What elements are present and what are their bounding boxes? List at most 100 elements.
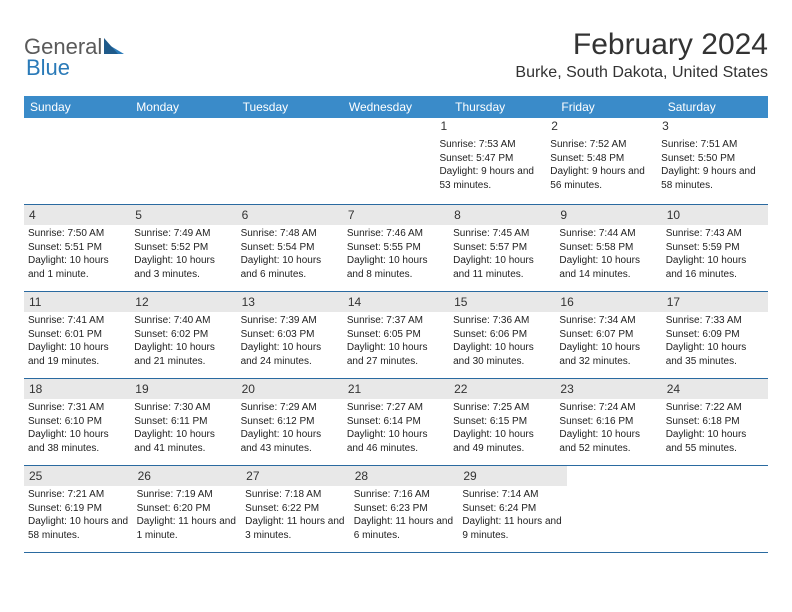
sunrise-text: Sunrise: 7:50 AM bbox=[28, 227, 126, 241]
day-number: 20 bbox=[237, 379, 343, 399]
daylight-text: Daylight: 10 hours and 19 minutes. bbox=[28, 341, 126, 368]
daylight-text: Daylight: 10 hours and 6 minutes. bbox=[241, 254, 339, 281]
day-cell: 23Sunrise: 7:24 AMSunset: 6:16 PMDayligh… bbox=[555, 379, 661, 465]
sunset-text: Sunset: 6:03 PM bbox=[241, 328, 339, 342]
daylight-text: Daylight: 10 hours and 1 minute. bbox=[28, 254, 126, 281]
daylight-text: Daylight: 10 hours and 27 minutes. bbox=[347, 341, 445, 368]
sunset-text: Sunset: 6:15 PM bbox=[453, 415, 551, 429]
sunset-text: Sunset: 6:05 PM bbox=[347, 328, 445, 342]
day-number: 15 bbox=[449, 292, 555, 312]
day-number: 1 bbox=[435, 118, 546, 136]
empty-day-cell bbox=[230, 118, 333, 204]
day-number: 21 bbox=[343, 379, 449, 399]
day-number: 25 bbox=[24, 466, 133, 486]
day-number: 4 bbox=[24, 205, 130, 225]
day-number: 29 bbox=[458, 466, 567, 486]
day-number: 17 bbox=[662, 292, 768, 312]
daylight-text: Daylight: 11 hours and 3 minutes. bbox=[245, 515, 346, 542]
sunset-text: Sunset: 5:58 PM bbox=[559, 241, 657, 255]
day-cell: 18Sunrise: 7:31 AMSunset: 6:10 PMDayligh… bbox=[24, 379, 130, 465]
sunrise-text: Sunrise: 7:51 AM bbox=[661, 138, 764, 152]
daylight-text: Daylight: 10 hours and 46 minutes. bbox=[347, 428, 445, 455]
day-cell: 4Sunrise: 7:50 AMSunset: 5:51 PMDaylight… bbox=[24, 205, 130, 291]
weekday-header: Saturday bbox=[662, 96, 768, 118]
sunrise-text: Sunrise: 7:14 AM bbox=[462, 488, 563, 502]
sunrise-text: Sunrise: 7:36 AM bbox=[453, 314, 551, 328]
day-number: 10 bbox=[662, 205, 768, 225]
daylight-text: Daylight: 9 hours and 56 minutes. bbox=[550, 165, 653, 192]
day-cell: 20Sunrise: 7:29 AMSunset: 6:12 PMDayligh… bbox=[237, 379, 343, 465]
empty-day-cell bbox=[24, 118, 127, 204]
calendar: SundayMondayTuesdayWednesdayThursdayFrid… bbox=[24, 96, 768, 553]
sunset-text: Sunset: 6:01 PM bbox=[28, 328, 126, 342]
day-cell: 21Sunrise: 7:27 AMSunset: 6:14 PMDayligh… bbox=[343, 379, 449, 465]
sunset-text: Sunset: 6:06 PM bbox=[453, 328, 551, 342]
day-cell: 27Sunrise: 7:18 AMSunset: 6:22 PMDayligh… bbox=[241, 466, 350, 552]
day-number: 18 bbox=[24, 379, 130, 399]
day-cell: 22Sunrise: 7:25 AMSunset: 6:15 PMDayligh… bbox=[449, 379, 555, 465]
day-number: 8 bbox=[449, 205, 555, 225]
sunset-text: Sunset: 6:14 PM bbox=[347, 415, 445, 429]
sunset-text: Sunset: 5:52 PM bbox=[134, 241, 232, 255]
day-cell: 25Sunrise: 7:21 AMSunset: 6:19 PMDayligh… bbox=[24, 466, 133, 552]
daylight-text: Daylight: 10 hours and 32 minutes. bbox=[559, 341, 657, 368]
day-cell: 11Sunrise: 7:41 AMSunset: 6:01 PMDayligh… bbox=[24, 292, 130, 378]
daylight-text: Daylight: 10 hours and 49 minutes. bbox=[453, 428, 551, 455]
daylight-text: Daylight: 10 hours and 8 minutes. bbox=[347, 254, 445, 281]
day-number: 22 bbox=[449, 379, 555, 399]
sunrise-text: Sunrise: 7:49 AM bbox=[134, 227, 232, 241]
sunrise-text: Sunrise: 7:53 AM bbox=[439, 138, 542, 152]
day-number: 19 bbox=[130, 379, 236, 399]
daylight-text: Daylight: 10 hours and 55 minutes. bbox=[666, 428, 764, 455]
day-number: 2 bbox=[546, 118, 657, 136]
sunset-text: Sunset: 6:20 PM bbox=[137, 502, 238, 516]
weekday-header: Wednesday bbox=[343, 96, 449, 118]
empty-day-cell bbox=[667, 466, 768, 552]
sunrise-text: Sunrise: 7:43 AM bbox=[666, 227, 764, 241]
sunrise-text: Sunrise: 7:29 AM bbox=[241, 401, 339, 415]
day-number: 23 bbox=[555, 379, 661, 399]
daylight-text: Daylight: 11 hours and 1 minute. bbox=[137, 515, 238, 542]
day-number: 28 bbox=[350, 466, 459, 486]
daylight-text: Daylight: 10 hours and 11 minutes. bbox=[453, 254, 551, 281]
day-number: 11 bbox=[24, 292, 130, 312]
day-cell: 12Sunrise: 7:40 AMSunset: 6:02 PMDayligh… bbox=[130, 292, 236, 378]
empty-day-cell bbox=[127, 118, 230, 204]
weekday-header: Friday bbox=[555, 96, 661, 118]
daylight-text: Daylight: 9 hours and 58 minutes. bbox=[661, 165, 764, 192]
day-number: 9 bbox=[555, 205, 661, 225]
sunset-text: Sunset: 6:16 PM bbox=[559, 415, 657, 429]
day-cell: 6Sunrise: 7:48 AMSunset: 5:54 PMDaylight… bbox=[237, 205, 343, 291]
logo-triangle-icon bbox=[104, 34, 124, 60]
sunset-text: Sunset: 6:22 PM bbox=[245, 502, 346, 516]
day-cell: 19Sunrise: 7:30 AMSunset: 6:11 PMDayligh… bbox=[130, 379, 236, 465]
day-cell: 14Sunrise: 7:37 AMSunset: 6:05 PMDayligh… bbox=[343, 292, 449, 378]
day-cell: 3Sunrise: 7:51 AMSunset: 5:50 PMDaylight… bbox=[657, 118, 768, 204]
day-cell: 10Sunrise: 7:43 AMSunset: 5:59 PMDayligh… bbox=[662, 205, 768, 291]
header: General February 2024 Burke, South Dakot… bbox=[24, 28, 768, 82]
sunset-text: Sunset: 5:47 PM bbox=[439, 152, 542, 166]
sunrise-text: Sunrise: 7:39 AM bbox=[241, 314, 339, 328]
sunset-text: Sunset: 6:23 PM bbox=[354, 502, 455, 516]
day-number: 5 bbox=[130, 205, 236, 225]
daylight-text: Daylight: 11 hours and 6 minutes. bbox=[354, 515, 455, 542]
day-number: 24 bbox=[662, 379, 768, 399]
day-cell: 29Sunrise: 7:14 AMSunset: 6:24 PMDayligh… bbox=[458, 466, 567, 552]
sunset-text: Sunset: 5:48 PM bbox=[550, 152, 653, 166]
sunrise-text: Sunrise: 7:34 AM bbox=[559, 314, 657, 328]
day-number: 12 bbox=[130, 292, 236, 312]
day-cell: 24Sunrise: 7:22 AMSunset: 6:18 PMDayligh… bbox=[662, 379, 768, 465]
sunset-text: Sunset: 6:02 PM bbox=[134, 328, 232, 342]
sunset-text: Sunset: 5:59 PM bbox=[666, 241, 764, 255]
sunrise-text: Sunrise: 7:22 AM bbox=[666, 401, 764, 415]
week-row: 18Sunrise: 7:31 AMSunset: 6:10 PMDayligh… bbox=[24, 379, 768, 466]
daylight-text: Daylight: 10 hours and 41 minutes. bbox=[134, 428, 232, 455]
day-cell: 16Sunrise: 7:34 AMSunset: 6:07 PMDayligh… bbox=[555, 292, 661, 378]
sunset-text: Sunset: 6:19 PM bbox=[28, 502, 129, 516]
day-number: 16 bbox=[555, 292, 661, 312]
logo-text-blue: Blue bbox=[26, 55, 70, 81]
day-cell: 9Sunrise: 7:44 AMSunset: 5:58 PMDaylight… bbox=[555, 205, 661, 291]
sunset-text: Sunset: 5:55 PM bbox=[347, 241, 445, 255]
empty-day-cell bbox=[567, 466, 668, 552]
weekday-header: Tuesday bbox=[237, 96, 343, 118]
